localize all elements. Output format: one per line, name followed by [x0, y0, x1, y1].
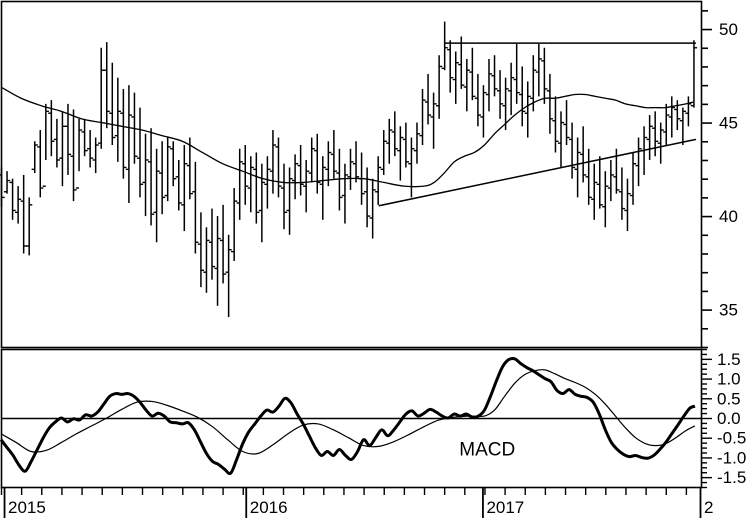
support-trendline [378, 138, 697, 207]
macd-y-tick-label: -0.5 [717, 429, 746, 448]
macd-y-tick-label: 0.5 [717, 389, 741, 408]
x-tick-label: 2 [704, 498, 713, 517]
signal-line [0, 369, 696, 455]
moving-average-line [0, 86, 694, 188]
price-y-axis: 35 40 45 50 [701, 10, 738, 349]
macd-y-axis: -1.5-1.0-0.50.00.51.01.5 [701, 348, 746, 489]
price-y-tick-label: 40 [719, 207, 738, 226]
price-y-tick-label: 45 [719, 114, 738, 133]
macd-y-tick-label: -1.0 [717, 448, 746, 467]
macd-y-tick-label: 1.5 [717, 350, 741, 369]
price-y-tick-label: 35 [719, 301, 738, 320]
macd-line [0, 356, 696, 476]
macd-y-tick-label: -1.5 [717, 468, 746, 487]
macd-y-tick-label: 0.0 [717, 409, 741, 428]
x-axis: 2015 2016 2017 2 [0, 487, 713, 518]
macd-y-tick-label: 1.0 [717, 370, 741, 389]
price-y-tick-label: 50 [719, 20, 738, 39]
x-tick-label: 2016 [250, 498, 288, 517]
macd-annotation: MACD [459, 439, 515, 460]
price-bar-series [0, 21, 698, 318]
x-tick-label: 2017 [486, 498, 524, 517]
x-tick-label: 2015 [8, 498, 46, 517]
